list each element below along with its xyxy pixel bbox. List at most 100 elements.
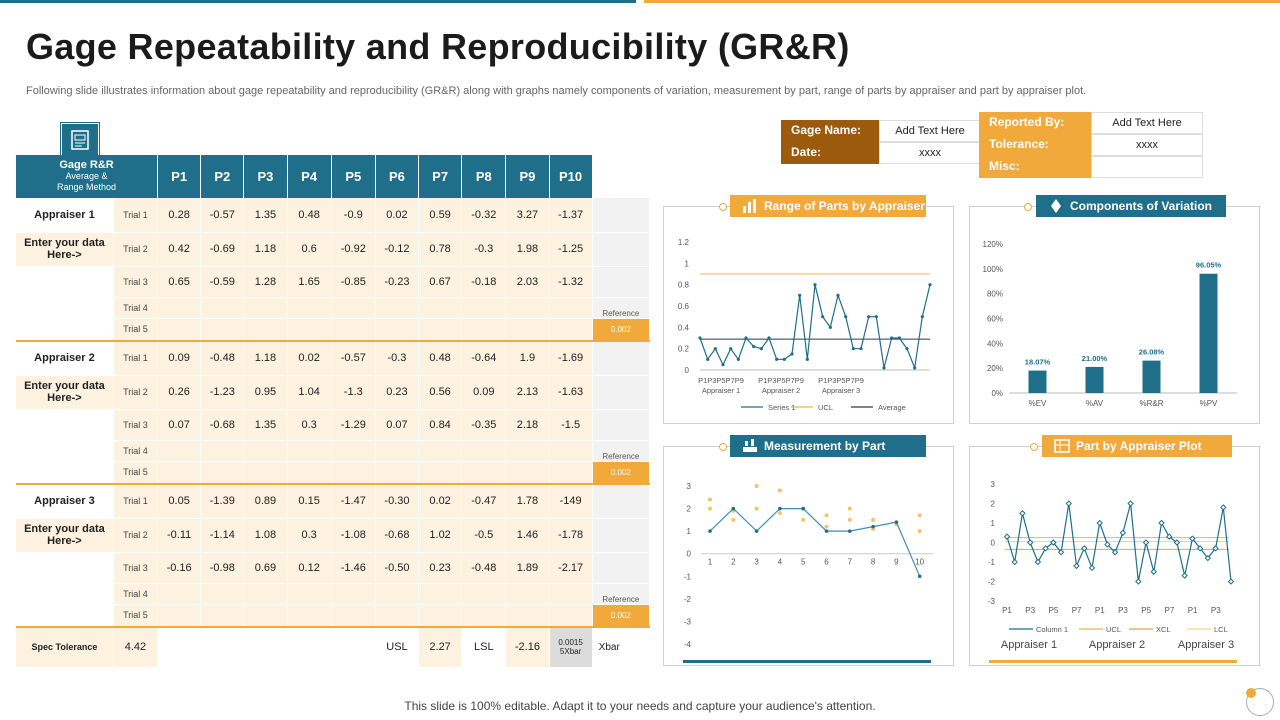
measurement-cell[interactable]: [549, 461, 593, 485]
measurement-cell[interactable]: [505, 461, 550, 485]
measurement-cell[interactable]: -1.14: [200, 518, 245, 553]
measurement-cell[interactable]: -0.68: [375, 518, 420, 553]
measurement-cell[interactable]: -0.57: [331, 340, 376, 376]
measurement-cell[interactable]: [461, 604, 507, 628]
measurement-cell[interactable]: [200, 440, 245, 462]
measurement-cell[interactable]: 0.02: [375, 198, 420, 233]
measurement-cell[interactable]: 0.07: [157, 409, 202, 441]
measurement-cell[interactable]: 0.28: [157, 198, 202, 233]
measurement-cell[interactable]: [505, 318, 550, 342]
measurement-cell[interactable]: [243, 440, 288, 462]
measurement-cell[interactable]: 0.69: [243, 552, 288, 584]
measurement-cell[interactable]: -0.9: [331, 198, 376, 233]
measurement-cell[interactable]: -1.3: [331, 375, 376, 410]
measurement-cell[interactable]: [331, 583, 376, 605]
measurement-cell[interactable]: 0.3: [287, 409, 332, 441]
measurement-cell[interactable]: 2.18: [505, 409, 550, 441]
measurement-cell[interactable]: [375, 604, 420, 628]
measurement-cell[interactable]: [200, 318, 245, 342]
tolerance-value[interactable]: xxxx: [1091, 134, 1203, 156]
measurement-cell[interactable]: [505, 440, 550, 462]
measurement-cell[interactable]: -1.29: [331, 409, 376, 441]
measurement-cell[interactable]: -0.64: [461, 340, 507, 376]
measurement-cell[interactable]: [157, 461, 202, 485]
measurement-cell[interactable]: [331, 440, 376, 462]
measurement-cell[interactable]: -1.32: [549, 266, 593, 298]
measurement-cell[interactable]: 1.35: [243, 198, 288, 233]
measurement-cell[interactable]: -1.78: [549, 518, 593, 553]
measurement-cell[interactable]: 0.56: [418, 375, 463, 410]
measurement-cell[interactable]: -0.30: [375, 483, 420, 519]
measurement-cell[interactable]: [200, 583, 245, 605]
measurement-cell[interactable]: [157, 583, 202, 605]
measurement-cell[interactable]: [331, 604, 376, 628]
measurement-cell[interactable]: [418, 604, 463, 628]
misc-value[interactable]: [1091, 156, 1203, 178]
measurement-cell[interactable]: [331, 461, 376, 485]
measurement-cell[interactable]: [549, 440, 593, 462]
measurement-cell[interactable]: -0.48: [461, 552, 507, 584]
measurement-cell[interactable]: 0.23: [375, 375, 420, 410]
measurement-cell[interactable]: [505, 604, 550, 628]
measurement-cell[interactable]: 0.89: [243, 483, 288, 519]
measurement-cell[interactable]: -0.5: [461, 518, 507, 553]
measurement-cell[interactable]: [375, 297, 420, 319]
measurement-cell[interactable]: [418, 440, 463, 462]
measurement-cell[interactable]: [287, 318, 332, 342]
measurement-cell[interactable]: 0.84: [418, 409, 463, 441]
measurement-cell[interactable]: [157, 318, 202, 342]
measurement-cell[interactable]: 0.67: [418, 266, 463, 298]
measurement-cell[interactable]: -0.92: [331, 232, 376, 267]
measurement-cell[interactable]: 0.12: [287, 552, 332, 584]
measurement-cell[interactable]: -0.47: [461, 483, 507, 519]
measurement-cell[interactable]: 0.42: [157, 232, 202, 267]
measurement-cell[interactable]: -0.35: [461, 409, 507, 441]
measurement-cell[interactable]: 0.23: [418, 552, 463, 584]
measurement-cell[interactable]: 0.65: [157, 266, 202, 298]
measurement-cell[interactable]: 2.03: [505, 266, 550, 298]
measurement-cell[interactable]: [375, 583, 420, 605]
measurement-cell[interactable]: -0.3: [461, 232, 507, 267]
measurement-cell[interactable]: 3.27: [505, 198, 550, 233]
measurement-cell[interactable]: 0.48: [418, 340, 463, 376]
measurement-cell[interactable]: 0.95: [243, 375, 288, 410]
measurement-cell[interactable]: [243, 297, 288, 319]
measurement-cell[interactable]: 1.04: [287, 375, 332, 410]
measurement-cell[interactable]: 0.26: [157, 375, 202, 410]
measurement-cell[interactable]: 0.07: [375, 409, 420, 441]
measurement-cell[interactable]: [418, 461, 463, 485]
measurement-cell[interactable]: 0.59: [418, 198, 463, 233]
measurement-cell[interactable]: -2.17: [549, 552, 593, 584]
measurement-cell[interactable]: [243, 583, 288, 605]
measurement-cell[interactable]: [287, 583, 332, 605]
measurement-cell[interactable]: -1.69: [549, 340, 593, 376]
measurement-cell[interactable]: 0.78: [418, 232, 463, 267]
measurement-cell[interactable]: [331, 297, 376, 319]
measurement-cell[interactable]: -0.3: [375, 340, 420, 376]
measurement-cell[interactable]: -1.5: [549, 409, 593, 441]
measurement-cell[interactable]: -0.57: [200, 198, 245, 233]
measurement-cell[interactable]: [157, 440, 202, 462]
measurement-cell[interactable]: [200, 461, 245, 485]
measurement-cell[interactable]: [418, 583, 463, 605]
measurement-cell[interactable]: 0.15: [287, 483, 332, 519]
measurement-cell[interactable]: -1.37: [549, 198, 593, 233]
date-value[interactable]: xxxx: [879, 142, 981, 164]
measurement-cell[interactable]: -0.50: [375, 552, 420, 584]
measurement-cell[interactable]: -0.98: [200, 552, 245, 584]
measurement-cell[interactable]: [200, 297, 245, 319]
measurement-cell[interactable]: [287, 440, 332, 462]
measurement-cell[interactable]: 2.13: [505, 375, 550, 410]
measurement-cell[interactable]: -0.59: [200, 266, 245, 298]
measurement-cell[interactable]: [243, 461, 288, 485]
measurement-cell[interactable]: -0.68: [200, 409, 245, 441]
measurement-cell[interactable]: [549, 297, 593, 319]
measurement-cell[interactable]: [157, 604, 202, 628]
measurement-cell[interactable]: [375, 440, 420, 462]
measurement-cell[interactable]: -1.63: [549, 375, 593, 410]
measurement-cell[interactable]: [331, 318, 376, 342]
measurement-cell[interactable]: 1.28: [243, 266, 288, 298]
measurement-cell[interactable]: 0.05: [157, 483, 202, 519]
measurement-cell[interactable]: [549, 583, 593, 605]
reported-by-value[interactable]: Add Text Here: [1091, 112, 1203, 134]
